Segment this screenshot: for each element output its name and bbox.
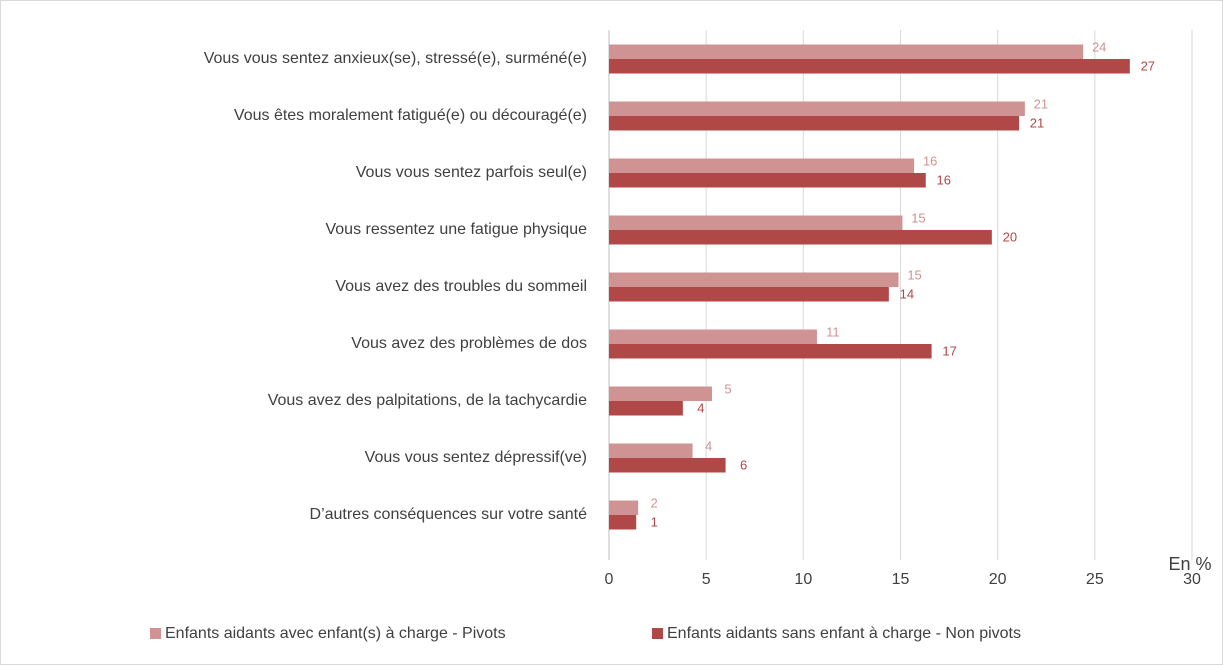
bar xyxy=(609,443,693,458)
value-label: 11 xyxy=(826,324,840,339)
value-label: 15 xyxy=(907,267,921,282)
value-label: 24 xyxy=(1092,39,1106,54)
value-label: 21 xyxy=(1030,115,1044,130)
bar xyxy=(609,386,712,401)
value-label: 16 xyxy=(937,172,951,187)
bar xyxy=(609,401,683,416)
legend-label: Enfants aidants avec enfant(s) à charge … xyxy=(165,625,506,642)
value-label: 27 xyxy=(1141,58,1155,73)
bar xyxy=(609,173,926,188)
legend-label: Enfants aidants sans enfant à charge - N… xyxy=(667,625,1021,642)
bar xyxy=(609,500,639,515)
y-tick-label: Vous vous sentez dépressif(ve) xyxy=(365,449,587,466)
bar xyxy=(609,44,1084,59)
value-label: 17 xyxy=(942,343,956,358)
y-tick-label: Vous avez des troubles du sommeil xyxy=(335,278,587,295)
value-label: 15 xyxy=(911,210,925,225)
legend-swatch xyxy=(150,628,161,639)
y-tick-label: Vous avez des palpitations, de la tachyc… xyxy=(268,392,587,409)
y-tick-label: Vous avez des problèmes de dos xyxy=(351,335,587,352)
x-tick-label: 10 xyxy=(794,571,812,588)
value-label: 14 xyxy=(900,286,914,301)
value-label: 6 xyxy=(740,457,747,472)
y-tick-label: D’autres conséquences sur votre santé xyxy=(310,506,588,523)
legend-swatch xyxy=(652,628,663,639)
value-label: 21 xyxy=(1034,96,1048,111)
bar xyxy=(609,158,915,173)
x-tick-label: 5 xyxy=(702,571,711,588)
x-axis-label: En % xyxy=(1168,554,1211,574)
bar xyxy=(609,101,1025,116)
value-label: 1 xyxy=(651,514,658,529)
x-tick-label: 0 xyxy=(605,571,614,588)
y-tick-label: Vous vous sentez parfois seul(e) xyxy=(356,164,587,181)
bar xyxy=(609,230,992,245)
value-label: 4 xyxy=(697,400,704,415)
x-tick-label: 15 xyxy=(892,571,910,588)
bar xyxy=(609,458,726,473)
bar xyxy=(609,215,903,230)
value-label: 5 xyxy=(724,381,731,396)
y-tick-label: Vous ressentez une fatigue physique xyxy=(325,221,587,238)
bar xyxy=(609,344,932,359)
value-label: 16 xyxy=(923,153,937,168)
bar xyxy=(609,272,899,287)
value-label: 4 xyxy=(705,438,712,453)
x-tick-label: 30 xyxy=(1183,571,1201,588)
value-label: 2 xyxy=(651,495,658,510)
bar xyxy=(609,116,1020,131)
bar xyxy=(609,329,817,344)
value-label: 20 xyxy=(1003,229,1017,244)
x-tick-label: 20 xyxy=(989,571,1007,588)
y-tick-label: Vous vous sentez anxieux(se), stressé(e)… xyxy=(204,50,587,67)
bar xyxy=(609,515,637,530)
bar xyxy=(609,59,1130,74)
y-tick-label: Vous êtes moralement fatigué(e) ou décou… xyxy=(234,107,587,124)
x-tick-label: 25 xyxy=(1086,571,1104,588)
bar xyxy=(609,287,889,302)
